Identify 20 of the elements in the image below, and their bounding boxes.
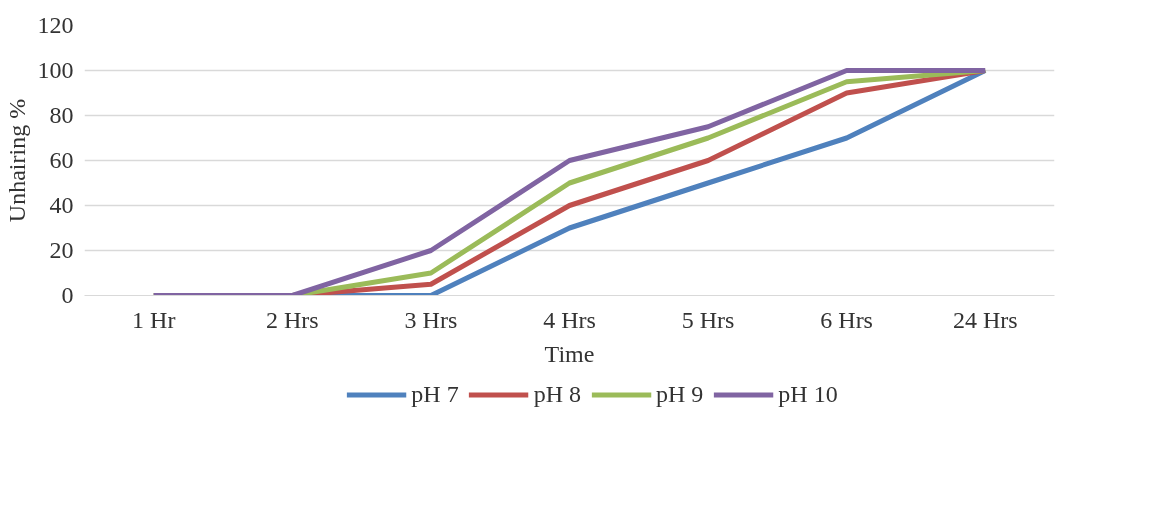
y-tick-label: 20 [49,237,74,263]
x-tick-label: 3 Hrs [404,306,458,333]
y-tick-label: 120 [37,12,74,38]
x-tick-label: 5 Hrs [681,306,735,333]
y-tick-label: 80 [49,102,74,128]
y-tick-label: 100 [37,57,74,83]
x-tick-label: 24 Hrs [952,306,1018,333]
legend-label: pH 10 [778,380,838,408]
x-tick-label: 6 Hrs [820,306,873,333]
x-tick-label: 4 Hrs [543,306,596,333]
y-tick-label: 40 [49,192,74,218]
legend-label: pH 9 [656,380,704,408]
y-tick-label: 0 [61,282,74,308]
legend-label: pH 8 [533,380,581,408]
y-tick-label: 60 [49,147,74,173]
legend-label: pH 7 [411,380,459,408]
x-axis-title: Time [544,340,595,367]
y-axis-title: Unhairing % [3,98,30,223]
x-tick-label: 1 Hr [132,306,176,333]
x-tick-label: 2 Hrs [266,306,319,333]
